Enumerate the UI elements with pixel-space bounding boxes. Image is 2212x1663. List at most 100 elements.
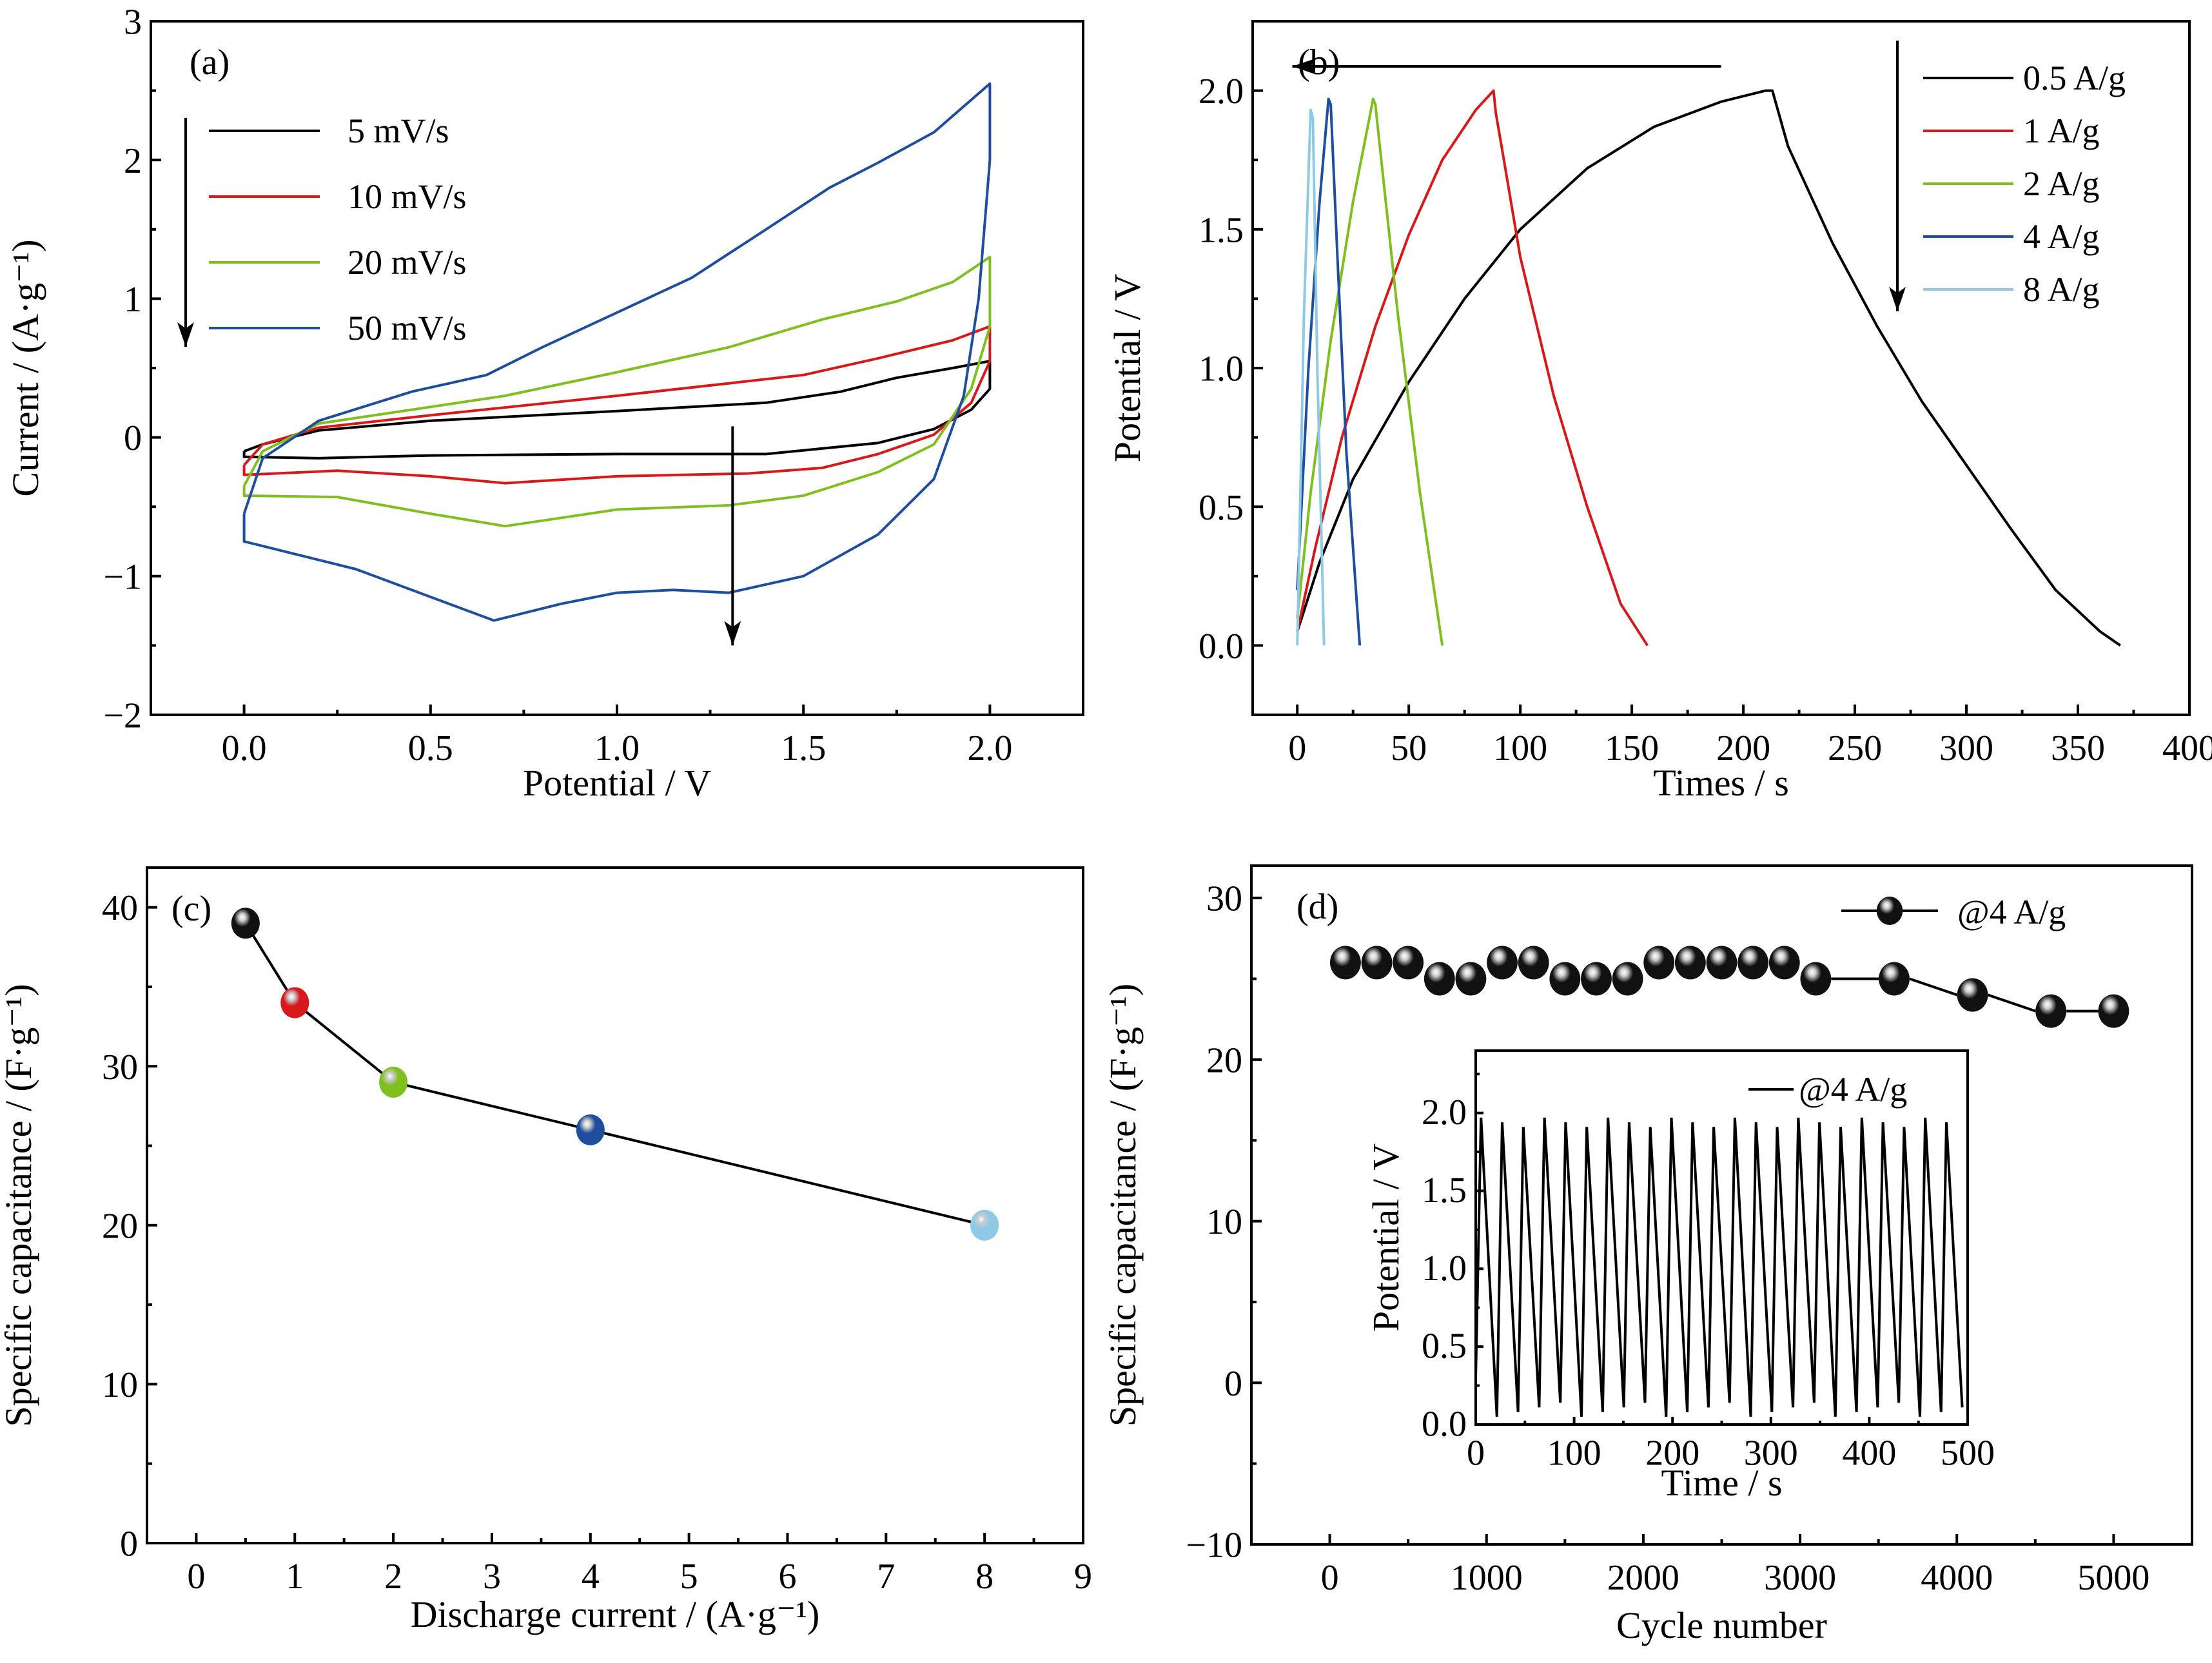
series-line-1-a-g bbox=[1296, 89, 1649, 647]
y-axis-label: Current / (A·g⁻¹) bbox=[5, 239, 46, 496]
rate-arrow-horizontal-head bbox=[1292, 58, 1317, 75]
data-point-10 bbox=[1643, 946, 1675, 980]
data-point-3 bbox=[576, 1114, 605, 1145]
data-point-0 bbox=[231, 908, 260, 939]
x-tick-label: 4000 bbox=[1921, 1558, 1993, 1598]
y-axis-label: Potential / V bbox=[1106, 274, 1148, 462]
x-tick-label: 250 bbox=[1828, 728, 1882, 768]
legend-label: 5 mV/s bbox=[347, 112, 449, 150]
x-tick-label: 3000 bbox=[1764, 1558, 1836, 1598]
legend-marker bbox=[1876, 897, 1903, 925]
series-line-20-mv-s bbox=[242, 255, 992, 528]
data-point-19 bbox=[2098, 994, 2129, 1028]
y-tick-label: 1.0 bbox=[1422, 1249, 1467, 1289]
panel-label: (a) bbox=[190, 43, 230, 83]
x-tick-label: 100 bbox=[1547, 1434, 1601, 1473]
y-tick-label: −10 bbox=[1186, 1526, 1242, 1566]
legend-label: 0.5 A/g bbox=[2023, 59, 2126, 97]
legend-label: 20 mV/s bbox=[347, 243, 467, 282]
x-tick-label: 2000 bbox=[1607, 1558, 1679, 1598]
data-point-6 bbox=[1518, 946, 1549, 980]
data-point-0 bbox=[1329, 946, 1361, 980]
x-tick-label: 7 bbox=[877, 1557, 895, 1597]
data-point-2 bbox=[379, 1066, 408, 1098]
x-tick-label: 1.5 bbox=[781, 728, 826, 768]
y-tick-label: 0 bbox=[124, 418, 142, 458]
x-tick-label: 300 bbox=[1744, 1434, 1798, 1473]
x-tick-label: 0 bbox=[1288, 728, 1306, 768]
panel-label: (c) bbox=[171, 889, 211, 929]
legend-label: 4 A/g bbox=[2023, 217, 2100, 256]
data-point-3 bbox=[1424, 962, 1455, 996]
series-line-5-mv-s bbox=[242, 360, 992, 460]
data-point-4 bbox=[1455, 962, 1487, 996]
x-tick-label: 400 bbox=[2162, 728, 2212, 768]
data-point-9 bbox=[1612, 962, 1643, 996]
legend-label: 50 mV/s bbox=[347, 309, 467, 347]
y-tick-label: 10 bbox=[1206, 1202, 1242, 1242]
data-point-4 bbox=[970, 1209, 999, 1241]
y-tick-label: 2 bbox=[124, 141, 142, 181]
inset-gcd-line bbox=[1474, 1117, 1964, 1417]
x-axis-label: Time / s bbox=[1661, 1462, 1782, 1504]
x-tick-label: 0.0 bbox=[222, 728, 267, 768]
y-axis-label: Specific capacitance / (F·g⁻¹) bbox=[1102, 984, 1144, 1426]
y-tick-label: 0.5 bbox=[1422, 1327, 1467, 1366]
data-point-2 bbox=[1393, 946, 1424, 980]
data-point-18 bbox=[2035, 994, 2067, 1028]
data-point-17 bbox=[1957, 978, 1988, 1012]
legend-label: 2 A/g bbox=[2023, 164, 2100, 203]
y-tick-label: 3 bbox=[124, 3, 142, 43]
connecting-segment bbox=[1987, 993, 2036, 1013]
legend-label: @4 A/g bbox=[1957, 893, 2066, 931]
series-line-4-a-g bbox=[1296, 97, 1362, 646]
y-tick-label: 10 bbox=[102, 1365, 138, 1405]
y-tick-label: 1.5 bbox=[1199, 210, 1244, 250]
series-line-50-mv-s bbox=[242, 82, 992, 622]
y-tick-label: 2.0 bbox=[1199, 72, 1244, 112]
scan-rate-arrow-plot-head bbox=[724, 621, 741, 646]
series-line-8-a-g bbox=[1296, 108, 1326, 646]
x-tick-label: 0 bbox=[187, 1557, 205, 1597]
y-tick-label: 1.0 bbox=[1199, 349, 1244, 389]
x-tick-label: 0 bbox=[1467, 1434, 1485, 1473]
data-point-5 bbox=[1487, 946, 1518, 980]
x-tick-label: 200 bbox=[1716, 728, 1770, 768]
y-tick-label: 1.5 bbox=[1422, 1171, 1467, 1211]
y-axis-label: Potential / V bbox=[1365, 1143, 1407, 1332]
y-tick-label: −2 bbox=[103, 696, 142, 736]
scan-rate-arrow-legend-head bbox=[177, 322, 194, 347]
y-tick-label: 0 bbox=[120, 1524, 138, 1564]
x-tick-label: 3 bbox=[483, 1557, 501, 1597]
x-tick-label: 1000 bbox=[1451, 1558, 1523, 1598]
x-axis-label: Discharge current / (A·g⁻¹) bbox=[411, 1593, 820, 1635]
x-tick-label: 4 bbox=[582, 1557, 600, 1597]
data-point-14 bbox=[1768, 946, 1800, 980]
y-tick-label: −1 bbox=[103, 557, 142, 597]
data-point-12 bbox=[1706, 946, 1737, 980]
y-tick-label: 30 bbox=[1206, 879, 1242, 919]
y-tick-label: 1 bbox=[124, 280, 142, 320]
x-tick-label: 200 bbox=[1645, 1434, 1699, 1473]
x-tick-label: 2.0 bbox=[967, 728, 1012, 768]
x-tick-label: 8 bbox=[975, 1557, 993, 1597]
y-tick-label: 2.0 bbox=[1422, 1093, 1467, 1133]
data-point-1 bbox=[1361, 946, 1393, 980]
x-tick-label: 150 bbox=[1605, 728, 1659, 768]
x-tick-label: 5000 bbox=[2077, 1558, 2149, 1598]
x-axis-label: Cycle number bbox=[1616, 1604, 1827, 1646]
y-tick-label: 0.5 bbox=[1199, 488, 1244, 528]
x-tick-label: 1 bbox=[286, 1557, 304, 1597]
x-tick-label: 100 bbox=[1493, 728, 1547, 768]
x-tick-label: 400 bbox=[1842, 1434, 1896, 1473]
legend-label: 1 A/g bbox=[2023, 112, 2100, 150]
y-tick-label: 40 bbox=[102, 888, 138, 928]
y-tick-label: 0.0 bbox=[1199, 627, 1244, 666]
plot-frame bbox=[146, 866, 1084, 1544]
data-point-11 bbox=[1674, 946, 1706, 980]
x-tick-label: 350 bbox=[2051, 728, 2105, 768]
x-tick-label: 500 bbox=[1941, 1434, 1995, 1473]
y-tick-label: 30 bbox=[102, 1047, 138, 1087]
